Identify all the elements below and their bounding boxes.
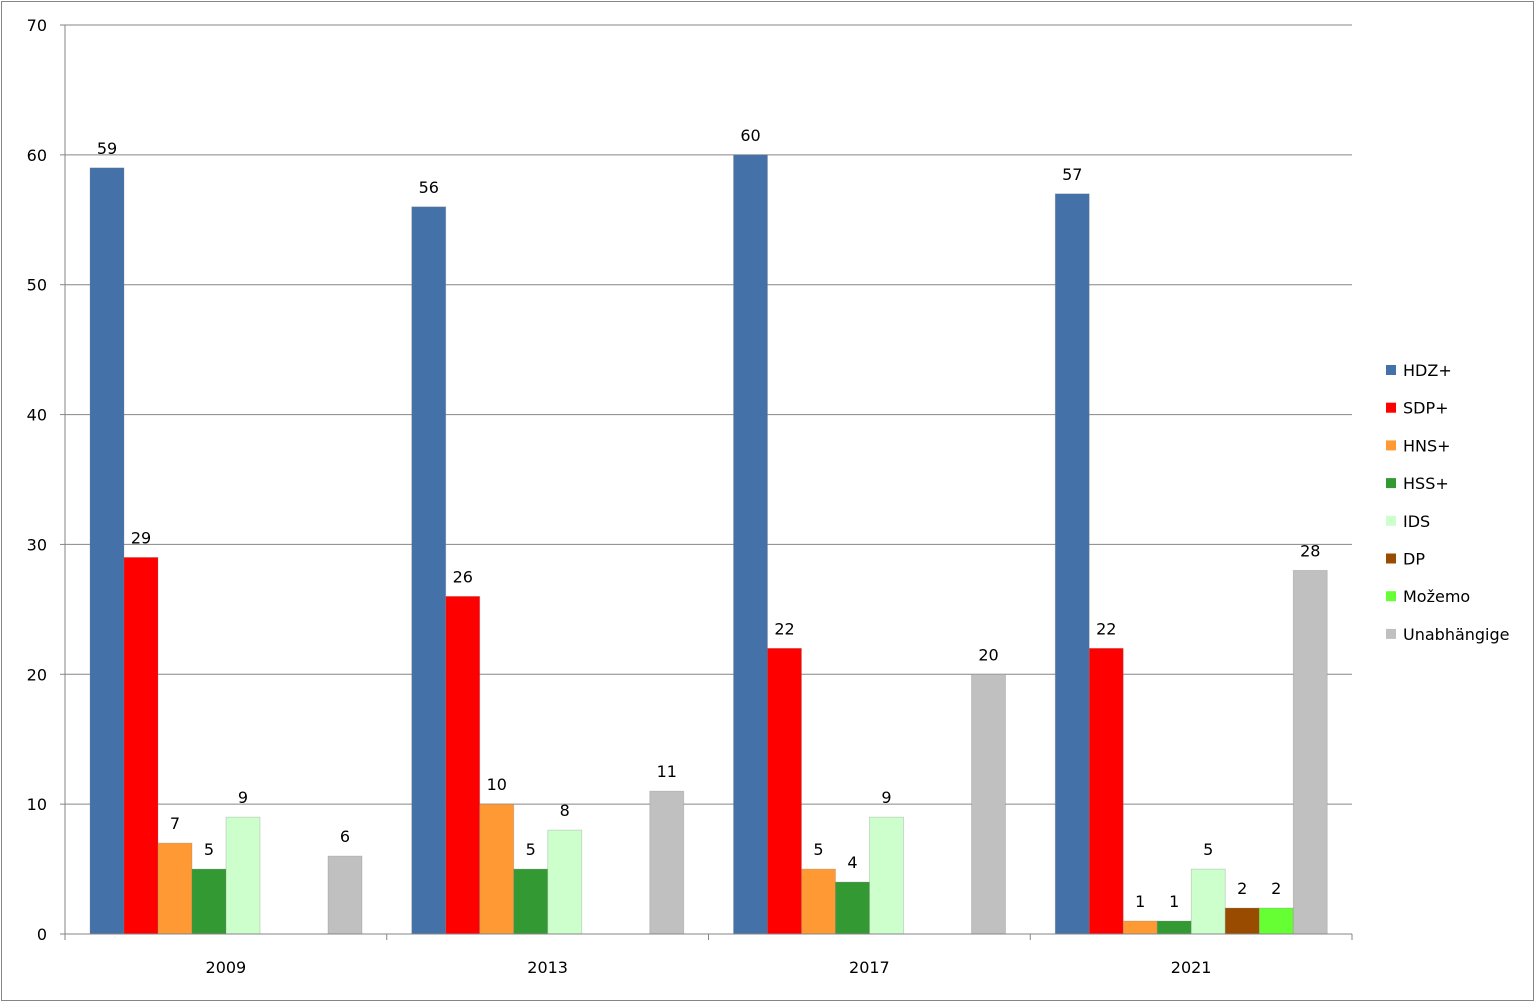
legend-swatch (1386, 402, 1396, 413)
data-label: 59 (97, 139, 117, 158)
bar (1088, 647, 1124, 935)
data-label: 2 (1271, 879, 1281, 898)
data-label: 1 (1135, 892, 1145, 911)
bar (123, 557, 159, 935)
y-tick-label: 60 (27, 146, 47, 165)
legend-label: HDZ+ (1403, 361, 1452, 380)
data-label: 8 (560, 801, 570, 820)
data-label: 4 (847, 853, 857, 872)
data-label: 1 (1169, 892, 1179, 911)
legend-swatch (1386, 553, 1396, 564)
data-label: 56 (419, 178, 439, 197)
data-label: 28 (1300, 541, 1320, 560)
data-label: 9 (238, 788, 248, 807)
data-label: 5 (813, 840, 823, 859)
bar (411, 206, 447, 935)
x-tick-label: 2009 (206, 958, 247, 977)
data-label: 22 (774, 619, 794, 638)
bar (835, 881, 870, 935)
legend-label: HSS+ (1403, 474, 1449, 493)
y-tick-label: 50 (27, 276, 47, 295)
data-label: 57 (1062, 165, 1082, 184)
y-tick-label: 40 (27, 406, 47, 425)
data-label: 20 (978, 645, 998, 664)
bar (191, 868, 227, 935)
legend-label: IDS (1403, 512, 1430, 531)
bar (89, 167, 125, 935)
bar (733, 154, 768, 935)
bar (513, 868, 549, 935)
legend-swatch (1386, 478, 1396, 489)
legend-label: Možemo (1403, 587, 1470, 606)
bar (971, 673, 1006, 935)
y-tick-label: 20 (27, 665, 47, 684)
legend-label: Unabhängige (1403, 625, 1510, 644)
legend-swatch (1386, 365, 1396, 375)
legend-swatch (1386, 440, 1396, 451)
y-tick-label: 0 (37, 925, 47, 944)
legend-label: HNS+ (1403, 436, 1451, 455)
data-label: 60 (740, 126, 760, 145)
data-label: 26 (453, 567, 473, 586)
bar (869, 816, 904, 935)
bar (649, 790, 685, 935)
data-label: 22 (1096, 619, 1116, 638)
x-tick-label: 2017 (849, 958, 890, 977)
x-tick-label: 2021 (1171, 958, 1212, 977)
bar (1292, 570, 1328, 935)
y-tick-label: 70 (27, 16, 47, 35)
data-label: 10 (487, 775, 507, 794)
y-tick-label: 30 (27, 535, 47, 554)
bar (157, 842, 193, 935)
data-label: 5 (526, 840, 536, 859)
bar (547, 829, 583, 935)
legend-label: DP (1403, 550, 1425, 569)
legend-swatch (1386, 628, 1396, 639)
data-label: 7 (170, 814, 180, 833)
legend-label: SDP+ (1403, 399, 1449, 418)
bar (1156, 920, 1192, 935)
data-label: 11 (657, 762, 677, 781)
bar (225, 816, 261, 935)
y-tick-label: 10 (27, 795, 47, 814)
bar (767, 647, 802, 935)
data-label: 5 (204, 840, 214, 859)
bar (1054, 193, 1090, 935)
data-label: 5 (1203, 840, 1213, 859)
data-label: 6 (340, 827, 350, 846)
data-label: 29 (131, 528, 151, 547)
data-label: 9 (881, 788, 891, 807)
legend-swatch (1386, 591, 1396, 602)
bar (801, 868, 836, 935)
bar (1258, 907, 1294, 935)
bar (1224, 907, 1260, 935)
data-label: 2 (1237, 879, 1247, 898)
bar (445, 595, 481, 935)
bar (1122, 920, 1158, 935)
legend-swatch (1386, 515, 1396, 526)
bar (327, 855, 363, 935)
bar (1190, 868, 1226, 935)
bar (479, 803, 515, 935)
x-tick-label: 2013 (527, 958, 568, 977)
